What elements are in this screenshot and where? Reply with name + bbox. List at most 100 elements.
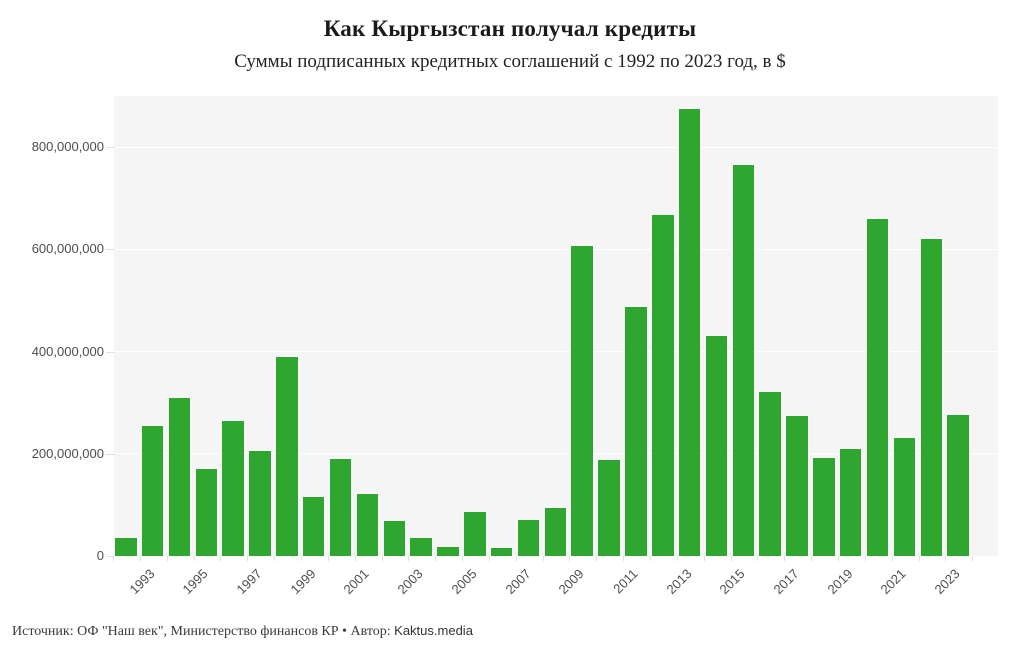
bar-1995 (195, 469, 218, 556)
bar-1998 (276, 357, 298, 556)
author-name: Kaktus.media (394, 623, 473, 638)
x-axis-tick (435, 556, 437, 561)
x-axis-tick (515, 556, 517, 561)
y-axis-label: 0 (96, 548, 104, 563)
x-axis-tick (542, 556, 544, 561)
source-note: Источник: ОФ "Наш век", Министерство фин… (12, 621, 1012, 641)
source-text: Источник: ОФ "Наш век", Министерство фин… (12, 624, 395, 639)
bar-2014 (705, 336, 728, 556)
x-axis-tick (703, 556, 705, 561)
y-axis-label: 600,000,000 (31, 241, 104, 257)
bar-2022 (920, 239, 942, 556)
x-axis-tick (462, 556, 464, 561)
gridline (114, 146, 998, 148)
bar-1997 (249, 451, 271, 556)
y-axis-label: 200,000,000 (31, 445, 104, 461)
x-axis-tick (623, 556, 625, 561)
y-axis-label: 400,000,000 (31, 343, 104, 359)
x-axis-label: 1997 (233, 566, 265, 598)
bar-2016 (759, 392, 781, 556)
x-axis-tick (596, 556, 598, 561)
bar-2013 (678, 109, 701, 556)
bar-2008 (544, 508, 567, 556)
x-axis-tick (837, 556, 839, 561)
x-axis-label: 2015 (716, 566, 748, 598)
x-axis-tick (891, 556, 893, 561)
bar-2010 (598, 460, 620, 556)
bar-2006 (490, 548, 513, 556)
x-axis-label: 1993 (126, 566, 158, 598)
x-axis-tick (811, 556, 813, 561)
y-axis-label: 800,000,000 (31, 139, 104, 155)
y-axis-tick (106, 147, 115, 149)
bar-2002 (383, 521, 405, 556)
x-axis-tick (247, 556, 249, 561)
bar-2003 (410, 538, 432, 556)
x-axis-tick (166, 556, 168, 561)
x-axis-tick (381, 556, 383, 561)
x-axis-tick (193, 556, 195, 561)
bar-2017 (786, 416, 808, 556)
x-axis-tick (569, 556, 571, 561)
x-axis-tick (139, 556, 141, 561)
x-axis-tick (300, 556, 302, 561)
bar-2012 (652, 215, 674, 556)
y-axis-tick (106, 351, 115, 353)
x-axis-label: 1999 (287, 566, 319, 598)
x-axis-tick (113, 556, 114, 561)
bar-1996 (222, 421, 244, 556)
gridline (114, 248, 998, 250)
bar-2009 (571, 246, 593, 556)
x-axis-tick (676, 556, 678, 561)
x-axis-label: 1995 (179, 566, 211, 598)
bar-2018 (813, 458, 835, 556)
bar-1999 (302, 497, 325, 556)
x-axis-label: 2021 (877, 566, 909, 598)
x-axis-label: 2017 (770, 566, 802, 598)
bar-1993 (141, 426, 164, 556)
chart-title: Как Кыргызстан получал кредиты (323, 16, 697, 41)
x-axis-label: 2011 (610, 566, 641, 597)
x-axis-tick (488, 556, 490, 561)
x-axis-label: 2009 (555, 566, 587, 598)
plot-area (114, 96, 998, 556)
x-axis-tick (864, 556, 866, 561)
gridline (114, 453, 998, 455)
bar-2015 (732, 165, 755, 556)
y-axis-tick (106, 249, 115, 251)
x-axis-tick (650, 556, 651, 561)
x-axis-label: 2023 (931, 566, 963, 598)
y-axis-tick (106, 453, 115, 455)
x-axis-tick (730, 556, 732, 561)
x-axis-tick (757, 556, 759, 561)
y-axis-tick (106, 556, 115, 557)
x-axis-tick (220, 556, 222, 561)
x-axis-tick (784, 556, 786, 561)
x-axis-label: 2013 (663, 566, 695, 598)
x-axis-label: 2019 (824, 566, 856, 598)
bar-2011 (625, 307, 647, 556)
x-axis-tick (972, 556, 974, 561)
bar-2021 (893, 438, 916, 556)
bar-2007 (517, 520, 540, 556)
x-axis-tick (327, 556, 329, 561)
x-axis-tick (918, 556, 920, 561)
x-axis-label: 2003 (394, 566, 426, 598)
bar-2000 (329, 459, 352, 556)
chart-subtitle: Суммы подписанных кредитных соглашений с… (234, 51, 786, 72)
bar-2004 (437, 547, 459, 556)
x-axis-tick (945, 556, 947, 561)
gridline (114, 351, 998, 353)
bar-2020 (866, 219, 889, 556)
bar-2001 (356, 494, 379, 556)
bar-2019 (839, 449, 862, 556)
x-axis-label: 2001 (340, 566, 372, 598)
x-axis-tick (354, 556, 356, 561)
bar-2023 (947, 415, 969, 556)
bar-1992 (115, 538, 137, 556)
x-axis-tick (408, 556, 410, 561)
x-axis-tick (274, 556, 276, 561)
x-axis-label: 2005 (448, 566, 480, 598)
x-axis-label: 2007 (502, 566, 534, 598)
